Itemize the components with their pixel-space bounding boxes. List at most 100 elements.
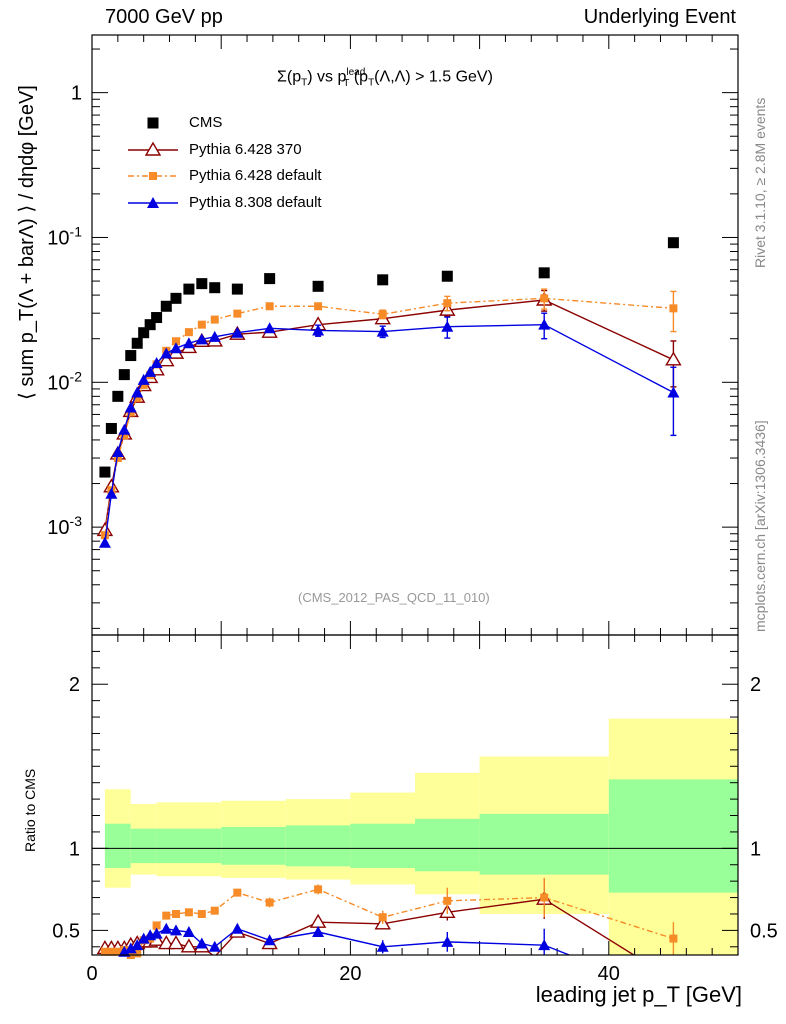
top-panel-series (96, 237, 682, 548)
y-tick-label-ratio-right: 2 (750, 674, 761, 696)
y-tick-label-top: 10-1 (47, 223, 82, 249)
ratio-marker (443, 896, 452, 905)
data-marker (169, 342, 182, 354)
data-marker (160, 347, 173, 359)
y-tick-label-top: 1 (71, 83, 82, 105)
data-marker (669, 304, 678, 313)
ratio-marker (113, 947, 122, 956)
data-marker (265, 302, 274, 311)
ratio-marker (538, 939, 551, 951)
uncertainty-bands (92, 718, 738, 955)
legend-marker (147, 117, 159, 129)
data-marker (112, 390, 124, 402)
mcplots-label: mcplots.cern.ch [arXiv:1306.3436] (752, 420, 768, 632)
ratio-marker (263, 934, 276, 946)
ratio-marker (131, 939, 144, 951)
legend-label-p8: Pythia 8.308 default (189, 194, 322, 211)
ratio-marker (208, 940, 221, 952)
ratio-marker (152, 921, 161, 930)
data-marker (131, 337, 143, 349)
data-marker (209, 282, 221, 294)
band-inner (104, 823, 131, 869)
y-tick-label-ratio: 0.5 (52, 920, 80, 942)
y-tick-label-ratio-right: 1 (750, 838, 761, 860)
data-marker (667, 386, 680, 398)
data-marker (184, 328, 193, 337)
legend-label-pdef: Pythia 6.428 default (189, 167, 322, 184)
analysis-header: Underlying Event (583, 6, 736, 28)
data-marker (312, 324, 325, 336)
data-marker (113, 454, 122, 463)
band-inner (285, 825, 351, 867)
x-tick-label: 0 (86, 963, 97, 985)
data-marker (139, 380, 148, 389)
ratio-marker (378, 913, 387, 922)
data-marker (183, 283, 195, 295)
data-marker (144, 319, 156, 331)
data-marker (314, 302, 323, 311)
chart-subtitle: Σ(pT) vs pleadT (pT(Λ,Λ) > 1.5 GeV) (277, 67, 493, 89)
ratio-marker (309, 913, 327, 928)
data-marker (377, 274, 389, 286)
data-marker (124, 401, 137, 413)
data-marker (98, 536, 111, 548)
ratio-marker (133, 949, 142, 958)
data-marker (137, 373, 150, 385)
data-marker (197, 320, 206, 329)
data-marker (208, 330, 221, 342)
data-marker (378, 310, 387, 319)
ratio-marker (376, 940, 389, 952)
data-marker (100, 531, 109, 540)
y-tick-label-ratio: 1 (69, 838, 80, 860)
ratio-marker (265, 898, 274, 907)
ratio-marker (158, 935, 175, 950)
ratio-marker (167, 935, 185, 950)
ratio-marker (124, 942, 137, 954)
data-marker (105, 422, 117, 434)
band-inner (221, 827, 286, 865)
data-marker (376, 325, 389, 337)
data-marker (170, 292, 182, 304)
data-marker (158, 352, 175, 367)
ratio-marker (171, 909, 180, 918)
data-marker (99, 466, 111, 478)
ratio-marker (162, 911, 171, 920)
data-marker (538, 267, 550, 279)
ratio-marker (169, 924, 182, 936)
data-marker (441, 270, 453, 282)
data-marker (195, 333, 208, 345)
data-marker (667, 237, 679, 249)
band-inner (415, 818, 480, 872)
ratio-marker (540, 893, 549, 902)
data-marker (138, 327, 150, 339)
data-marker (443, 299, 452, 308)
y-tick-label-ratio: 2 (69, 674, 80, 696)
data-marker (210, 315, 219, 324)
x-axis-label: leading jet p_T [GeV] (535, 982, 742, 1007)
rivet-version-label: Rivet 3.1.10, ≥ 2.8M events (752, 97, 768, 268)
data-marker (111, 446, 124, 458)
x-tick-label: 20 (339, 963, 361, 985)
data-marker (231, 283, 243, 295)
band-inner (608, 779, 738, 893)
band-inner (350, 823, 415, 869)
data-marker (133, 393, 142, 402)
ratio-marker (100, 947, 109, 956)
ratio-marker (184, 908, 193, 917)
y-tick-label-ratio-right: 0.5 (750, 920, 778, 942)
ratio-marker (195, 937, 208, 949)
data-marker (540, 294, 549, 303)
band-inner (156, 828, 222, 864)
data-marker (665, 351, 682, 366)
data-marker (263, 322, 276, 334)
y-tick-label-top: 10-2 (47, 368, 82, 394)
band-inner (479, 813, 609, 875)
ratio-marker (197, 909, 206, 918)
legend-label-cms: CMS (189, 114, 223, 131)
band-inner (130, 828, 157, 864)
ratio-marker (312, 926, 325, 938)
y-axis-label-ratio: Ratio to CMS (22, 768, 38, 852)
energy-header: 7000 GeV pp (105, 6, 223, 28)
ratio-marker (180, 938, 198, 953)
